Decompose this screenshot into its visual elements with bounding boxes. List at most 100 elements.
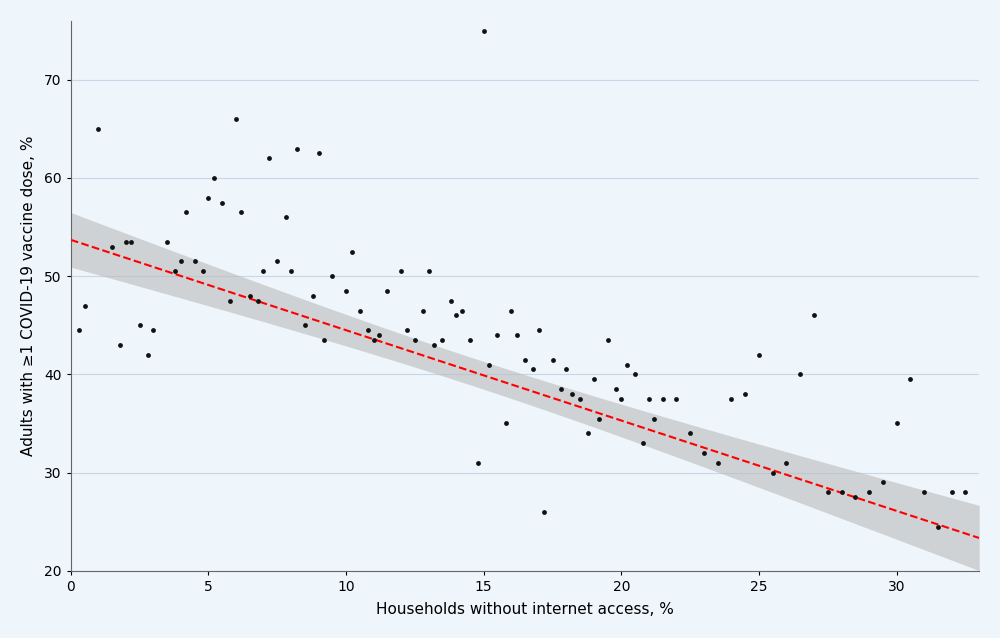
Point — [751, 350, 767, 360]
Point — [379, 286, 395, 296]
Point — [635, 438, 651, 449]
Point — [434, 335, 450, 345]
Point — [503, 306, 519, 316]
Point — [118, 237, 134, 247]
Point — [646, 413, 662, 424]
Point — [586, 375, 602, 385]
Point — [261, 153, 277, 163]
Point — [214, 197, 230, 207]
Point — [269, 256, 285, 267]
Point — [305, 291, 321, 301]
Point — [112, 340, 128, 350]
Point — [591, 413, 607, 424]
Point — [655, 394, 671, 404]
Point — [222, 295, 238, 306]
Point — [173, 256, 189, 267]
Point — [572, 394, 588, 404]
Point — [338, 286, 354, 296]
Point — [957, 487, 973, 498]
Point — [509, 330, 525, 340]
Point — [834, 487, 850, 498]
Point — [696, 448, 712, 458]
Point — [178, 207, 194, 218]
Point — [360, 325, 376, 336]
Point — [682, 428, 698, 438]
Point — [195, 266, 211, 276]
Point — [167, 266, 183, 276]
Point — [250, 295, 266, 306]
Point — [228, 114, 244, 124]
Point — [944, 487, 960, 498]
Point — [77, 300, 93, 311]
Point — [737, 389, 753, 399]
Point — [462, 335, 478, 345]
Point — [778, 457, 794, 468]
Point — [316, 335, 332, 345]
Point — [393, 266, 409, 276]
Point — [498, 419, 514, 429]
Point — [352, 306, 368, 316]
Point — [140, 350, 156, 360]
Point — [820, 487, 836, 498]
Point — [792, 369, 808, 380]
Point — [415, 306, 431, 316]
Point — [710, 457, 726, 468]
Point — [297, 320, 313, 330]
Point — [206, 173, 222, 183]
Point — [344, 246, 360, 256]
Point — [489, 330, 505, 340]
Point — [255, 266, 271, 276]
Point — [916, 487, 932, 498]
Point — [553, 384, 569, 394]
Point — [517, 355, 533, 365]
Point — [324, 271, 340, 281]
Point — [564, 389, 580, 399]
Point — [470, 457, 486, 468]
Point — [806, 310, 822, 320]
Point — [765, 468, 781, 478]
Point — [426, 340, 442, 350]
Point — [421, 266, 437, 276]
Point — [889, 419, 905, 429]
Point — [242, 291, 258, 301]
Point — [902, 375, 918, 385]
Point — [545, 355, 561, 365]
Point — [875, 477, 891, 487]
Point — [613, 394, 629, 404]
Point — [123, 237, 139, 247]
Point — [90, 124, 106, 134]
Point — [641, 394, 657, 404]
Point — [930, 521, 946, 531]
Point — [187, 256, 203, 267]
Point — [531, 325, 547, 336]
Y-axis label: Adults with ≥1 COVID-19 vaccine dose, %: Adults with ≥1 COVID-19 vaccine dose, % — [21, 135, 36, 456]
Point — [311, 148, 327, 158]
Point — [289, 144, 305, 154]
Point — [399, 325, 415, 336]
Point — [407, 335, 423, 345]
Point — [371, 330, 387, 340]
Point — [723, 394, 739, 404]
Point — [132, 320, 148, 330]
Point — [71, 325, 87, 336]
Point — [366, 335, 382, 345]
Point — [448, 310, 464, 320]
Point — [145, 325, 161, 336]
Point — [525, 364, 541, 375]
Point — [861, 487, 877, 498]
Point — [600, 335, 616, 345]
Point — [847, 492, 863, 502]
Point — [627, 369, 643, 380]
Point — [200, 193, 216, 203]
Point — [481, 359, 497, 369]
Point — [104, 242, 120, 252]
Point — [443, 295, 459, 306]
Point — [454, 306, 470, 316]
Point — [233, 207, 249, 218]
Point — [558, 364, 574, 375]
Point — [159, 237, 175, 247]
Point — [668, 394, 684, 404]
Point — [278, 212, 294, 223]
Point — [283, 266, 299, 276]
Point — [608, 384, 624, 394]
